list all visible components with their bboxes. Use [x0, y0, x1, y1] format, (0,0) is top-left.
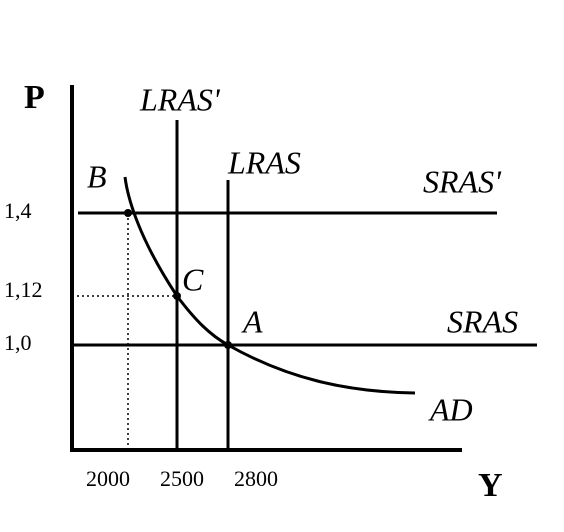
y-tick-label: 1,12	[4, 277, 43, 302]
point-label: A	[241, 303, 263, 339]
point-label: C	[182, 261, 204, 297]
y-tick-label: 1,0	[4, 330, 32, 355]
point	[124, 209, 132, 217]
x-axis-label: Y	[478, 467, 503, 504]
x-tick-label: 2800	[234, 466, 278, 491]
x-tick-label: 2000	[86, 466, 130, 491]
curve-label: LRAS	[227, 144, 301, 180]
curve-label: LRAS'	[139, 81, 221, 117]
y-tick-label: 1,4	[4, 198, 32, 223]
curve-label: SRAS	[447, 303, 518, 339]
point	[224, 341, 232, 349]
point	[173, 292, 181, 300]
x-tick-label: 2500	[160, 466, 204, 491]
curve-label: SRAS'	[423, 163, 502, 199]
point-label: B	[87, 158, 107, 194]
y-axis-label: P	[24, 79, 45, 116]
curve-label: AD	[428, 391, 473, 427]
ad-curve	[123, 176, 416, 395]
